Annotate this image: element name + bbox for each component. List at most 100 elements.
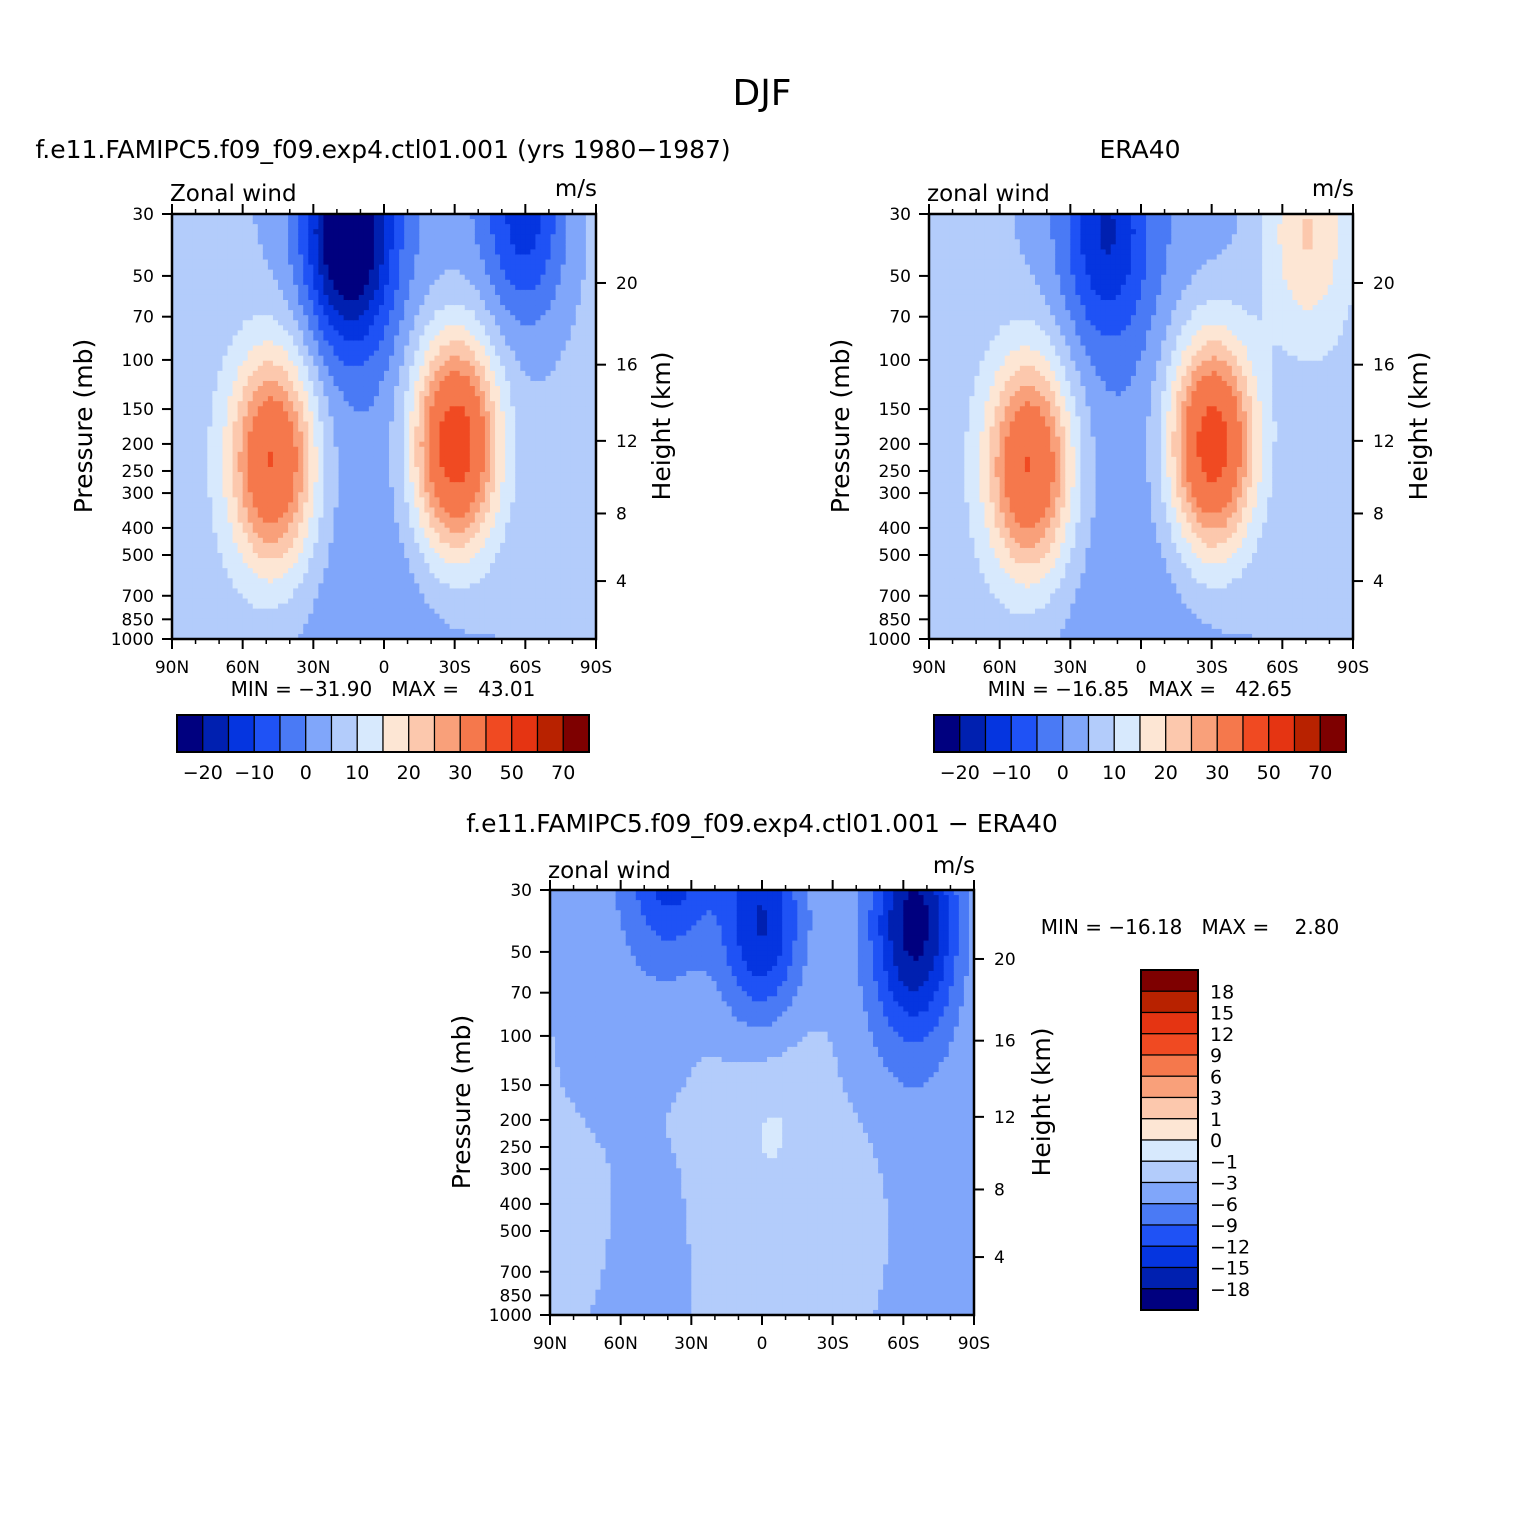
heatmap-cell bbox=[278, 558, 284, 564]
heatmap-cell bbox=[202, 391, 208, 397]
heatmap-cell bbox=[409, 289, 415, 296]
heatmap-cell bbox=[333, 279, 340, 286]
heatmap-cell bbox=[404, 593, 410, 600]
heatmap-cell bbox=[389, 552, 395, 559]
heatmap-cell bbox=[177, 492, 183, 498]
heatmap-cell bbox=[348, 294, 355, 301]
heatmap-cell bbox=[298, 598, 304, 605]
heatmap-cell bbox=[399, 391, 405, 397]
heatmap-cell bbox=[454, 315, 461, 321]
heatmap-cell bbox=[394, 472, 400, 478]
heatmap-cell bbox=[469, 360, 476, 367]
heatmap-cell bbox=[257, 401, 264, 407]
heatmap-cell bbox=[429, 603, 436, 610]
heatmap-cell bbox=[177, 583, 183, 590]
heatmap-cell bbox=[404, 345, 410, 352]
heatmap-cell bbox=[389, 416, 395, 423]
heatmap-cell bbox=[384, 416, 390, 423]
heatmap-cell bbox=[419, 522, 425, 529]
heatmap-cell bbox=[227, 396, 234, 402]
heatmap-cell bbox=[237, 406, 244, 412]
heatmap-cell bbox=[252, 300, 259, 306]
heatmap-cell bbox=[187, 568, 193, 574]
heatmap-cell bbox=[414, 391, 420, 397]
heatmap-cell bbox=[227, 411, 234, 417]
heatmap-cell bbox=[424, 401, 431, 407]
heatmap-cell bbox=[303, 289, 309, 296]
heatmap-cell bbox=[343, 547, 350, 554]
heatmap-cell bbox=[262, 613, 269, 620]
heatmap-cell bbox=[283, 537, 289, 544]
heatmap-cell bbox=[172, 466, 178, 473]
heatmap-cell bbox=[384, 477, 390, 483]
heatmap-cell bbox=[262, 375, 269, 382]
heatmap-cell bbox=[414, 573, 420, 579]
heatmap-cell bbox=[303, 214, 309, 220]
heatmap-cell bbox=[272, 568, 279, 574]
heatmap-cell bbox=[227, 593, 234, 600]
heatmap-cell bbox=[313, 502, 319, 509]
heatmap-cell bbox=[323, 315, 330, 321]
heatmap-cell bbox=[358, 512, 365, 519]
heatmap-cell bbox=[414, 532, 420, 539]
heatmap-cell bbox=[232, 482, 239, 488]
heatmap-cell bbox=[252, 568, 259, 574]
heatmap-cell bbox=[272, 264, 279, 271]
heatmap-cell bbox=[439, 214, 446, 220]
heatmap-cell bbox=[419, 603, 425, 610]
heatmap-cell bbox=[358, 502, 365, 509]
heatmap-cell bbox=[419, 370, 425, 377]
heatmap-cell bbox=[232, 578, 239, 584]
heatmap-cell bbox=[262, 441, 269, 448]
heatmap-cell bbox=[278, 456, 284, 463]
heatmap-cell bbox=[424, 264, 431, 271]
heatmap-cell bbox=[182, 279, 188, 286]
heatmap-cell bbox=[212, 259, 219, 266]
heatmap-cell bbox=[257, 219, 264, 225]
heatmap-cell bbox=[177, 300, 183, 306]
heatmap-cell bbox=[172, 426, 178, 433]
heatmap-cell bbox=[272, 456, 279, 463]
heatmap-cell bbox=[434, 492, 441, 498]
heatmap-cell bbox=[424, 456, 431, 463]
heatmap-cell bbox=[187, 461, 193, 468]
heatmap-cell bbox=[242, 214, 249, 220]
heatmap-cell bbox=[384, 355, 390, 362]
heatmap-cell bbox=[419, 300, 425, 306]
heatmap-cell bbox=[384, 274, 390, 281]
heatmap-cell bbox=[343, 386, 350, 392]
heatmap-cell bbox=[303, 547, 309, 554]
heatmap-cell bbox=[278, 325, 284, 331]
heatmap-cell bbox=[419, 593, 425, 600]
heatmap-cell bbox=[363, 350, 370, 357]
heatmap-cell bbox=[252, 315, 259, 321]
heatmap-cell bbox=[409, 249, 415, 256]
heatmap-cell bbox=[464, 563, 471, 569]
heatmap-cell bbox=[328, 472, 335, 478]
heatmap-cell bbox=[192, 608, 198, 615]
heatmap-cell bbox=[323, 360, 330, 367]
heatmap-cell bbox=[389, 294, 395, 301]
heatmap-cell bbox=[343, 340, 350, 347]
heatmap-cell bbox=[358, 623, 365, 630]
heatmap-cell bbox=[232, 406, 239, 412]
heatmap-cell bbox=[464, 406, 471, 412]
heatmap-cell bbox=[262, 461, 269, 468]
heatmap-cell bbox=[272, 421, 279, 428]
heatmap-cell bbox=[358, 330, 365, 337]
heatmap-cell bbox=[222, 578, 229, 584]
heatmap-cell bbox=[172, 532, 178, 539]
heatmap-cell bbox=[384, 350, 390, 357]
heatmap-cell bbox=[439, 350, 446, 357]
heatmap-cell bbox=[368, 380, 375, 387]
heatmap-cell bbox=[343, 365, 350, 372]
heatmap-cell bbox=[358, 355, 365, 362]
heatmap-cell bbox=[187, 264, 193, 271]
heatmap-cell bbox=[459, 350, 466, 357]
heatmap-cell bbox=[419, 618, 425, 625]
heatmap-cell bbox=[464, 421, 471, 428]
heatmap-cell bbox=[303, 284, 309, 291]
heatmap-cell bbox=[257, 350, 264, 357]
heatmap-cell bbox=[439, 391, 446, 397]
heatmap-cell bbox=[323, 608, 330, 615]
